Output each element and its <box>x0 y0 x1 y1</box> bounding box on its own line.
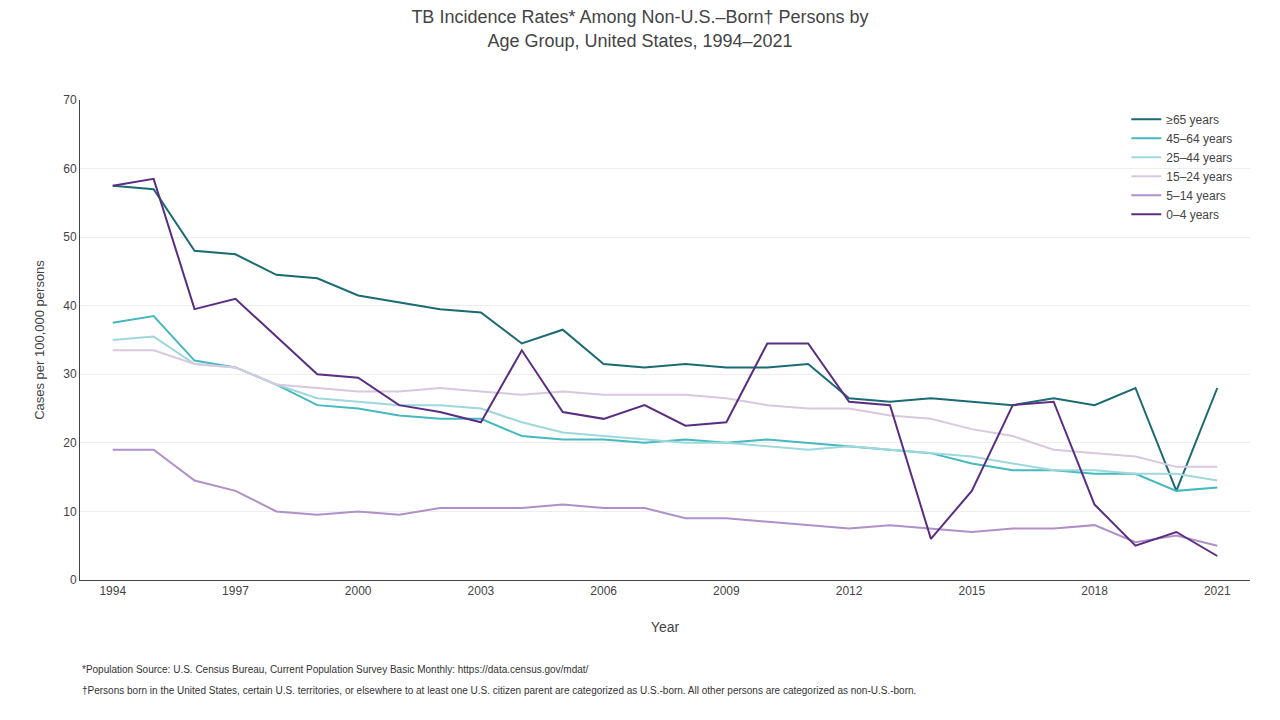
svg-text:70: 70 <box>63 93 77 107</box>
svg-text:50: 50 <box>63 230 77 244</box>
svg-text:2000: 2000 <box>345 584 372 598</box>
svg-text:40: 40 <box>63 299 77 313</box>
svg-text:2006: 2006 <box>590 584 617 598</box>
svg-text:25–44 years: 25–44 years <box>1166 151 1232 165</box>
svg-text:Year: Year <box>651 619 680 635</box>
svg-text:20: 20 <box>63 436 77 450</box>
svg-text:2003: 2003 <box>468 584 495 598</box>
svg-text:1994: 1994 <box>99 584 126 598</box>
svg-text:30: 30 <box>63 367 77 381</box>
svg-text:10: 10 <box>63 505 77 519</box>
svg-text:†Persons born in the United St: †Persons born in the United States, cert… <box>82 685 916 696</box>
svg-text:60: 60 <box>63 162 77 176</box>
svg-text:Cases per 100,000 persons: Cases per 100,000 persons <box>32 260 47 420</box>
svg-text:*Population Source: U.S. Censu: *Population Source: U.S. Census Bureau, … <box>82 664 589 675</box>
svg-text:2018: 2018 <box>1081 584 1108 598</box>
svg-text:0: 0 <box>70 573 77 587</box>
svg-text:1997: 1997 <box>222 584 249 598</box>
svg-text:≥65 years: ≥65 years <box>1166 113 1219 127</box>
svg-text:TB Incidence Rates* Among Non-: TB Incidence Rates* Among Non-U.S.–Born†… <box>411 7 868 50</box>
svg-text:2012: 2012 <box>836 584 863 598</box>
svg-text:15–24 years: 15–24 years <box>1166 170 1232 184</box>
svg-text:2021: 2021 <box>1204 584 1231 598</box>
svg-text:0–4 years: 0–4 years <box>1166 208 1219 222</box>
svg-text:45–64 years: 45–64 years <box>1166 132 1232 146</box>
svg-text:2009: 2009 <box>713 584 740 598</box>
svg-text:2015: 2015 <box>958 584 985 598</box>
svg-text:5–14 years: 5–14 years <box>1166 189 1225 203</box>
